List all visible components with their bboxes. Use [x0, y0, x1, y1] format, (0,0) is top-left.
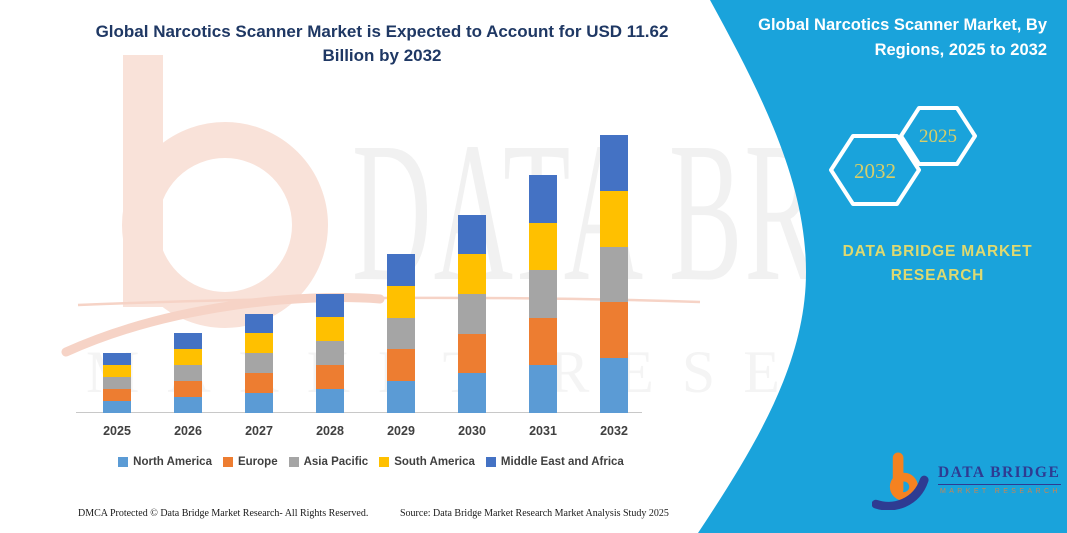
- legend-item: South America: [379, 456, 475, 468]
- bar-2031: [529, 175, 557, 413]
- legend: North America Europe Asia Pacific South Ame…: [74, 456, 668, 468]
- bar-2027: [245, 313, 273, 413]
- segment-asia-pacific: [245, 353, 273, 374]
- chart-title: Global Narcotics Scanner Market is Expec…: [95, 22, 669, 65]
- legend-label: Europe: [237, 456, 278, 468]
- segment-middle-east-and-africa: [458, 214, 486, 255]
- segment-middle-east-and-africa: [387, 254, 415, 286]
- segment-south-america: [458, 254, 486, 294]
- segment-europe: [529, 317, 557, 366]
- segment-middle-east-and-africa: [174, 333, 202, 349]
- segment-north-america: [103, 401, 131, 413]
- x-axis-line: [76, 412, 642, 413]
- segment-asia-pacific: [174, 365, 202, 381]
- legend-swatch: [288, 457, 299, 467]
- bar-2026: [174, 333, 202, 413]
- x-axis-label: 2030: [458, 424, 486, 438]
- x-axis-label: 2027: [245, 424, 273, 438]
- segment-europe: [103, 389, 131, 401]
- bar-2030: [458, 214, 486, 413]
- x-axis-label: 2028: [316, 424, 344, 438]
- legend-swatch: [485, 457, 496, 467]
- segment-north-america: [174, 397, 202, 413]
- segment-europe: [600, 302, 628, 358]
- segment-north-america: [316, 389, 344, 413]
- segment-europe: [245, 373, 273, 394]
- bar-2029: [387, 254, 415, 413]
- segment-middle-east-and-africa: [600, 135, 628, 191]
- segment-north-america: [600, 357, 628, 413]
- segment-europe: [458, 333, 486, 374]
- segment-middle-east-and-africa: [316, 293, 344, 318]
- segment-asia-pacific: [458, 293, 486, 334]
- x-axis-label: 2031: [529, 424, 557, 438]
- segment-north-america: [387, 381, 415, 413]
- segment-europe: [174, 381, 202, 397]
- legend-item: Asia Pacific: [288, 456, 369, 468]
- legend-swatch: [222, 457, 233, 467]
- bar-2032: [600, 135, 628, 413]
- x-axis-label: 2032: [600, 424, 628, 438]
- x-axis-label: 2026: [174, 424, 202, 438]
- segment-middle-east-and-africa: [529, 175, 557, 223]
- segment-middle-east-and-africa: [245, 313, 273, 334]
- segment-north-america: [458, 373, 486, 413]
- footer-source: Source: Data Bridge Market Research Mark…: [400, 508, 669, 519]
- segment-middle-east-and-africa: [103, 353, 131, 365]
- legend-label: South America: [394, 456, 475, 468]
- legend-label: Middle East and Africa: [500, 456, 624, 468]
- legend-item: Middle East and Africa: [485, 456, 624, 468]
- legend-swatch: [118, 457, 129, 467]
- legend-item: North America: [118, 456, 212, 468]
- segment-asia-pacific: [316, 341, 344, 366]
- x-axis-label: 2029: [387, 424, 415, 438]
- segment-north-america: [529, 365, 557, 413]
- segment-europe: [387, 349, 415, 382]
- watermark-logo-b: [61, 55, 701, 357]
- legend-swatch: [379, 457, 390, 467]
- segment-south-america: [529, 222, 557, 271]
- segment-south-america: [174, 349, 202, 365]
- bar-2025: [103, 353, 131, 413]
- segment-south-america: [600, 191, 628, 247]
- bar-2028: [316, 293, 344, 413]
- legend-item: Europe: [222, 456, 278, 468]
- segment-south-america: [387, 285, 415, 318]
- segment-asia-pacific: [529, 270, 557, 318]
- legend-label: North America: [133, 456, 212, 468]
- segment-south-america: [103, 365, 131, 377]
- footer-copyright: DMCA Protected © Data Bridge Market Rese…: [78, 508, 369, 519]
- segment-asia-pacific: [103, 377, 131, 389]
- segment-europe: [316, 365, 344, 390]
- segment-asia-pacific: [387, 317, 415, 350]
- segment-south-america: [245, 333, 273, 354]
- segment-south-america: [316, 317, 344, 342]
- legend-label: Asia Pacific: [303, 456, 369, 468]
- segment-asia-pacific: [600, 246, 628, 302]
- segment-north-america: [245, 393, 273, 413]
- x-axis-label: 2025: [103, 424, 131, 438]
